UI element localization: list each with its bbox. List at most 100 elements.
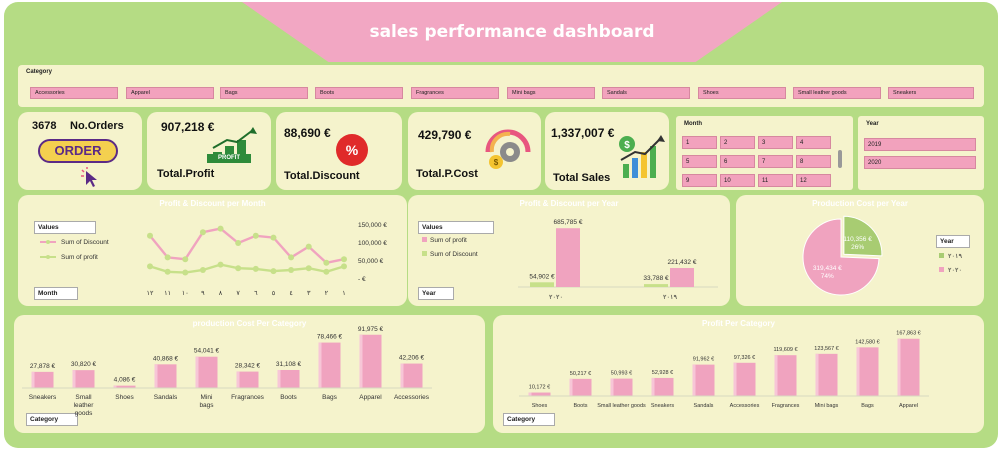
sales-growth-icon: $ xyxy=(619,135,665,178)
year-slicer-title: Year xyxy=(866,121,879,127)
x-tick-label: ٢ xyxy=(325,290,329,297)
bar xyxy=(569,378,592,396)
pd-month-axis-button[interactable]: Month xyxy=(34,287,78,300)
kpi-orders-label: No.Orders xyxy=(70,120,124,132)
month-item-11[interactable]: 11 xyxy=(758,174,793,187)
category-item-mini-bags[interactable]: Mini bags xyxy=(507,87,595,99)
series-point xyxy=(305,265,312,272)
month-item-8[interactable]: 8 xyxy=(796,155,831,168)
chart-pc-year-card: Production Cost per Year Year 110,356 €2… xyxy=(736,195,984,306)
legend-swatch xyxy=(422,251,427,256)
month-item-12[interactable]: 12 xyxy=(796,174,831,187)
category-item-apparel[interactable]: Apparel xyxy=(126,87,214,99)
kpi-profit-card: 907,218 € PROFIT Total.Profit xyxy=(147,112,271,190)
bar xyxy=(31,371,54,388)
legend-label: Sum of profit xyxy=(430,237,467,244)
month-slicer-scrollbar[interactable] xyxy=(838,150,842,168)
bar-highlight xyxy=(318,342,322,388)
legend-swatch xyxy=(939,253,944,258)
category-item-bags[interactable]: Bags xyxy=(220,87,308,99)
category-item-shoes[interactable]: Shoes xyxy=(698,87,786,99)
bar-highlight xyxy=(236,371,240,388)
x-tick-label: ٢٠١٩ xyxy=(663,294,677,301)
series-point xyxy=(164,254,171,261)
legend-label: ٢٠١٩ xyxy=(948,253,962,260)
category-slicer: Category Accessories Apparel Bags Boots … xyxy=(18,65,984,107)
kpi-sales-value: 1,337,007 € xyxy=(551,126,615,140)
series-point xyxy=(323,268,330,275)
bar xyxy=(897,338,920,396)
pie-slice xyxy=(802,218,880,296)
category-item-boots[interactable]: Boots xyxy=(315,87,403,99)
x-tick-label: ١ xyxy=(342,290,346,297)
discount-badge: % xyxy=(336,134,368,166)
month-item-10[interactable]: 10 xyxy=(720,174,755,187)
series-line-0 xyxy=(149,227,345,265)
chart-pc-year-title: Production Cost per Year xyxy=(812,199,908,208)
legend-swatch xyxy=(939,267,944,272)
pd-year-values-button[interactable]: Values xyxy=(418,221,494,234)
x-tick-label: Accessories xyxy=(730,403,760,409)
x-tick-label: ١٢ xyxy=(147,290,154,297)
chart-pd-month-card: Profit & Discount per Month Values Month… xyxy=(18,195,407,306)
pd-year-axis-button[interactable]: Year xyxy=(418,287,454,300)
category-item-fragrances[interactable]: Fragrances xyxy=(411,87,499,99)
year-item-2020[interactable]: 2020 xyxy=(864,156,976,169)
month-item-3[interactable]: 3 xyxy=(758,136,793,149)
chart-profit-category-title: Profit Per Category xyxy=(702,319,775,328)
month-item-6[interactable]: 6 xyxy=(720,155,755,168)
pd-month-values-button[interactable]: Values xyxy=(34,221,96,234)
year-slicer: Year 2019 2020 xyxy=(858,116,984,190)
bar-highlight xyxy=(815,353,819,396)
bar-highlight xyxy=(897,338,901,396)
kpi-profit-value: 907,218 € xyxy=(161,120,215,134)
data-label: 78,466 € xyxy=(317,334,343,341)
series-point xyxy=(199,267,206,273)
month-slicer: Month 1 2 3 4 5 6 7 8 9 10 11 12 xyxy=(676,116,853,190)
category-item-sandals[interactable]: Sandals xyxy=(602,87,690,99)
chart-pc-category-title: production Cost Per Category xyxy=(192,319,307,328)
bar xyxy=(195,356,218,388)
profit-category-axis-button[interactable]: Category xyxy=(503,413,555,426)
x-tick-label: Small leather goods xyxy=(74,394,95,417)
kpi-discount-value: 88,690 € xyxy=(284,126,331,140)
series-point xyxy=(288,254,295,261)
data-label: 91,975 € xyxy=(358,326,384,333)
month-item-2[interactable]: 2 xyxy=(720,136,755,149)
bar xyxy=(154,364,177,388)
x-tick-label: ١١ xyxy=(164,290,171,297)
data-label: 685,785 € xyxy=(554,219,583,226)
series-point xyxy=(270,234,277,241)
chart-profit-category-plot: 10,172 € Shoes 50,217 € Boots 50,993 € Small … xyxy=(519,331,929,409)
data-label: 27,878 € xyxy=(30,363,56,370)
month-item-9[interactable]: 9 xyxy=(682,174,717,187)
year-item-2019[interactable]: 2019 xyxy=(864,138,976,151)
series-point xyxy=(252,232,259,239)
pc-year-legend-title[interactable]: Year xyxy=(936,235,970,248)
series-point xyxy=(270,268,277,275)
y-tick-label: 50,000 € xyxy=(358,258,384,265)
x-tick-label: Apparel xyxy=(359,394,382,401)
bar-highlight xyxy=(277,369,281,388)
legend-label: Sum of Discount xyxy=(61,239,109,246)
category-item-accessories[interactable]: Accessories xyxy=(30,87,118,99)
series-point xyxy=(235,240,242,246)
chart-pd-year-plot: Sum of profit Sum of Discount 54,902 € 685,… xyxy=(422,219,718,301)
legend-marker xyxy=(46,255,50,259)
month-item-5[interactable]: 5 xyxy=(682,155,717,168)
bar xyxy=(815,353,838,396)
month-item-7[interactable]: 7 xyxy=(758,155,793,168)
x-tick-label: Mini bags xyxy=(815,403,839,409)
month-item-4[interactable]: 4 xyxy=(796,136,831,149)
x-tick-label: ٣ xyxy=(307,290,311,297)
data-label: 28,342 € xyxy=(235,363,261,370)
category-item-sneakers[interactable]: Sneakers xyxy=(888,87,974,99)
month-item-1[interactable]: 1 xyxy=(682,136,717,149)
category-item-small-leather-goods[interactable]: Small leather goods xyxy=(793,87,881,99)
bar-highlight xyxy=(154,364,158,388)
data-label: 221,432 € xyxy=(668,259,697,266)
x-tick-label: Sandals xyxy=(694,403,714,409)
data-label: 42,206 € xyxy=(399,355,425,362)
bar-highlight xyxy=(113,385,117,388)
pc-category-axis-button[interactable]: Category xyxy=(26,413,78,426)
